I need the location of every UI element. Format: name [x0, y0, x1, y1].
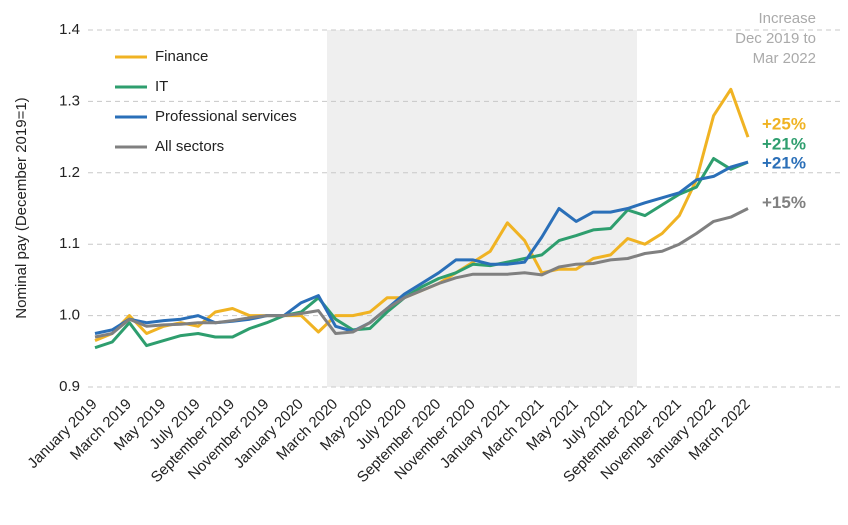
legend-label: Professional services: [155, 108, 297, 125]
annotation-line: Increase: [758, 10, 816, 27]
end-label: +21%: [762, 154, 806, 173]
y-tick-label: 0.9: [59, 378, 80, 395]
y-tick-label: 1.3: [59, 92, 80, 109]
end-label: +21%: [762, 135, 806, 154]
series-line: [94, 157, 749, 350]
y-tick-label: 1.4: [59, 21, 80, 38]
y-tick-label: 1.1: [59, 235, 80, 252]
series-line: [94, 160, 749, 335]
end-label: +25%: [762, 115, 806, 134]
shaded-period: [327, 30, 637, 387]
y-tick-label: 1.0: [59, 307, 80, 324]
annotation-line: Dec 2019 to: [735, 30, 816, 47]
legend-label: IT: [155, 78, 168, 95]
end-label: +15%: [762, 193, 806, 212]
annotation: Increase Dec 2019 to Mar 2022: [735, 10, 816, 67]
y-tick-label: 1.2: [59, 164, 80, 181]
series-line: [94, 207, 749, 339]
y-axis-label: Nominal pay (December 2019=1): [13, 97, 30, 318]
legend-label: All sectors: [155, 138, 224, 155]
legend-label: Finance: [155, 48, 208, 65]
annotation-line: Mar 2022: [753, 50, 816, 67]
